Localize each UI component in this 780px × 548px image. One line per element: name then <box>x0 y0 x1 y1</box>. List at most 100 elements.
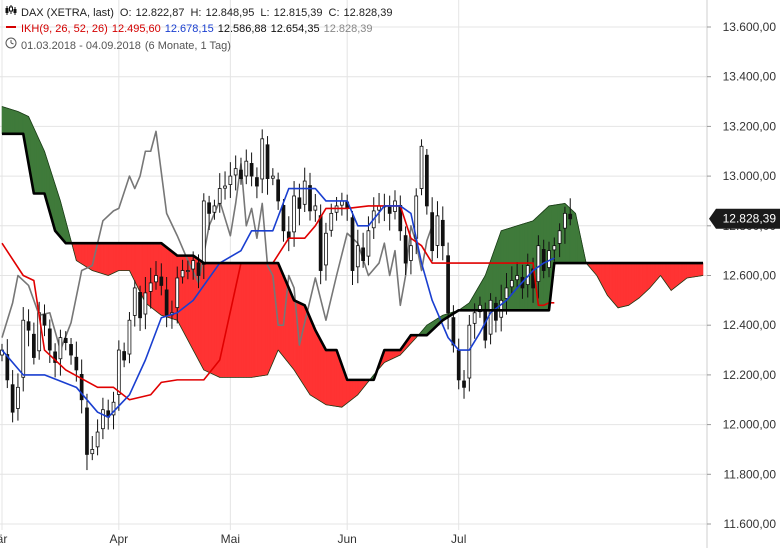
candle-body <box>217 188 222 204</box>
candle-body <box>387 206 392 214</box>
cloud-segment <box>628 262 632 306</box>
candle-body <box>239 169 243 179</box>
cloud-segment <box>107 242 112 276</box>
candle-body <box>26 321 31 331</box>
candle-body <box>191 260 196 270</box>
candle-body <box>16 386 20 409</box>
cloud-segment <box>33 127 37 194</box>
cloud-segment <box>700 262 704 277</box>
close-label: C: <box>328 7 340 19</box>
candle-body <box>180 270 185 278</box>
senkou-b-line <box>2 132 703 382</box>
cloud-segment <box>572 210 576 264</box>
indicator-line-icon <box>4 21 17 37</box>
cloud-segment <box>253 262 258 378</box>
tenkan-sen-line <box>1 205 555 401</box>
candle-body <box>318 215 323 271</box>
cloud-segment <box>97 242 101 274</box>
candle-body <box>85 407 89 455</box>
cloud-segment <box>261 262 266 377</box>
cloud-segment <box>354 379 359 398</box>
chikou-value: 12.828,39 <box>323 23 373 35</box>
cloud-segment <box>115 242 120 273</box>
cloud-segment <box>224 262 229 378</box>
cloud-segment <box>607 262 611 300</box>
cloud-segment <box>20 112 24 135</box>
candle-body <box>63 337 68 343</box>
candle-body <box>281 205 286 232</box>
candle-body <box>424 154 429 207</box>
cloud-segment <box>4 106 8 135</box>
cloud-segment <box>280 269 284 358</box>
candle-body <box>101 409 105 430</box>
candle-body <box>5 354 10 381</box>
y-tick-label: 12.000,00 <box>723 418 777 432</box>
candle-body <box>302 180 307 205</box>
cloud-segment <box>118 242 122 271</box>
candle-body <box>21 319 26 378</box>
candle-body <box>361 247 365 261</box>
cloud-segment <box>686 262 691 279</box>
cloud-segment <box>243 262 247 378</box>
cloud-segment <box>84 242 88 268</box>
cloud-segment <box>38 139 43 194</box>
legend-period-row: 01.03.2018 - 04.09.2018 (6 Monate, 1 Tag… <box>4 37 392 54</box>
candle-body <box>175 277 180 308</box>
candle-body <box>164 289 169 316</box>
candle-body <box>223 185 227 189</box>
candle-body <box>138 291 142 319</box>
last-price-tag-shape <box>709 208 780 229</box>
cloud-segment <box>102 242 106 276</box>
cloud-segment <box>232 262 236 378</box>
kijun-sen-line <box>1 187 555 418</box>
senkou-a-value: 12.586,88 <box>217 23 267 35</box>
cloud-segment <box>245 262 250 378</box>
chikou-span-line <box>1 130 433 351</box>
cloud-segment <box>288 287 292 368</box>
cloud-segment <box>240 262 244 378</box>
cloud-segment <box>646 262 651 292</box>
candle-body <box>547 250 551 268</box>
cloud-segment <box>617 262 621 309</box>
cloud-segment <box>291 294 295 371</box>
candle-body <box>90 449 95 455</box>
candle-body <box>116 349 121 395</box>
cloud-segment <box>620 262 624 308</box>
x-tick-label: Jun <box>338 532 357 546</box>
cloud-segment <box>697 262 701 277</box>
candle-body <box>451 317 456 346</box>
cloud-segment <box>301 303 306 388</box>
candle-body <box>201 200 206 265</box>
kijun-value: 12.678,15 <box>164 23 214 35</box>
cloud-segment <box>126 242 130 271</box>
cloud-segment <box>12 109 16 135</box>
candle-body <box>249 163 254 177</box>
cloud-segment <box>684 262 688 281</box>
cloud-segment <box>1 106 5 135</box>
candle-body <box>95 431 100 448</box>
candle-body <box>366 230 371 257</box>
last-price-label: 12.828,39 <box>723 212 777 226</box>
low-value: 12.815,39 <box>273 7 323 19</box>
candle-body <box>207 202 211 214</box>
indicator-name: IKH(9, 26, 52, 26) <box>21 23 108 35</box>
y-tick-label: 11.600,00 <box>724 517 777 531</box>
candle-body <box>456 349 461 381</box>
candle-body <box>409 245 413 261</box>
candle-body <box>563 212 567 229</box>
chart-legend: DAX (XETRA, last) O: 12.822,87 H: 12.848… <box>4 5 392 54</box>
cloud-segment <box>320 339 324 404</box>
cloud-segment <box>277 262 282 355</box>
open-label: O: <box>119 7 132 19</box>
cloud-segment <box>670 262 675 292</box>
candle-body <box>435 215 440 246</box>
candle-body <box>212 205 217 213</box>
cloud-segment <box>330 349 335 407</box>
clock-icon <box>4 37 17 54</box>
cloud-segment <box>41 145 45 194</box>
candle-body <box>58 337 63 360</box>
candle-body <box>186 270 190 272</box>
cloud-segment <box>309 317 313 397</box>
